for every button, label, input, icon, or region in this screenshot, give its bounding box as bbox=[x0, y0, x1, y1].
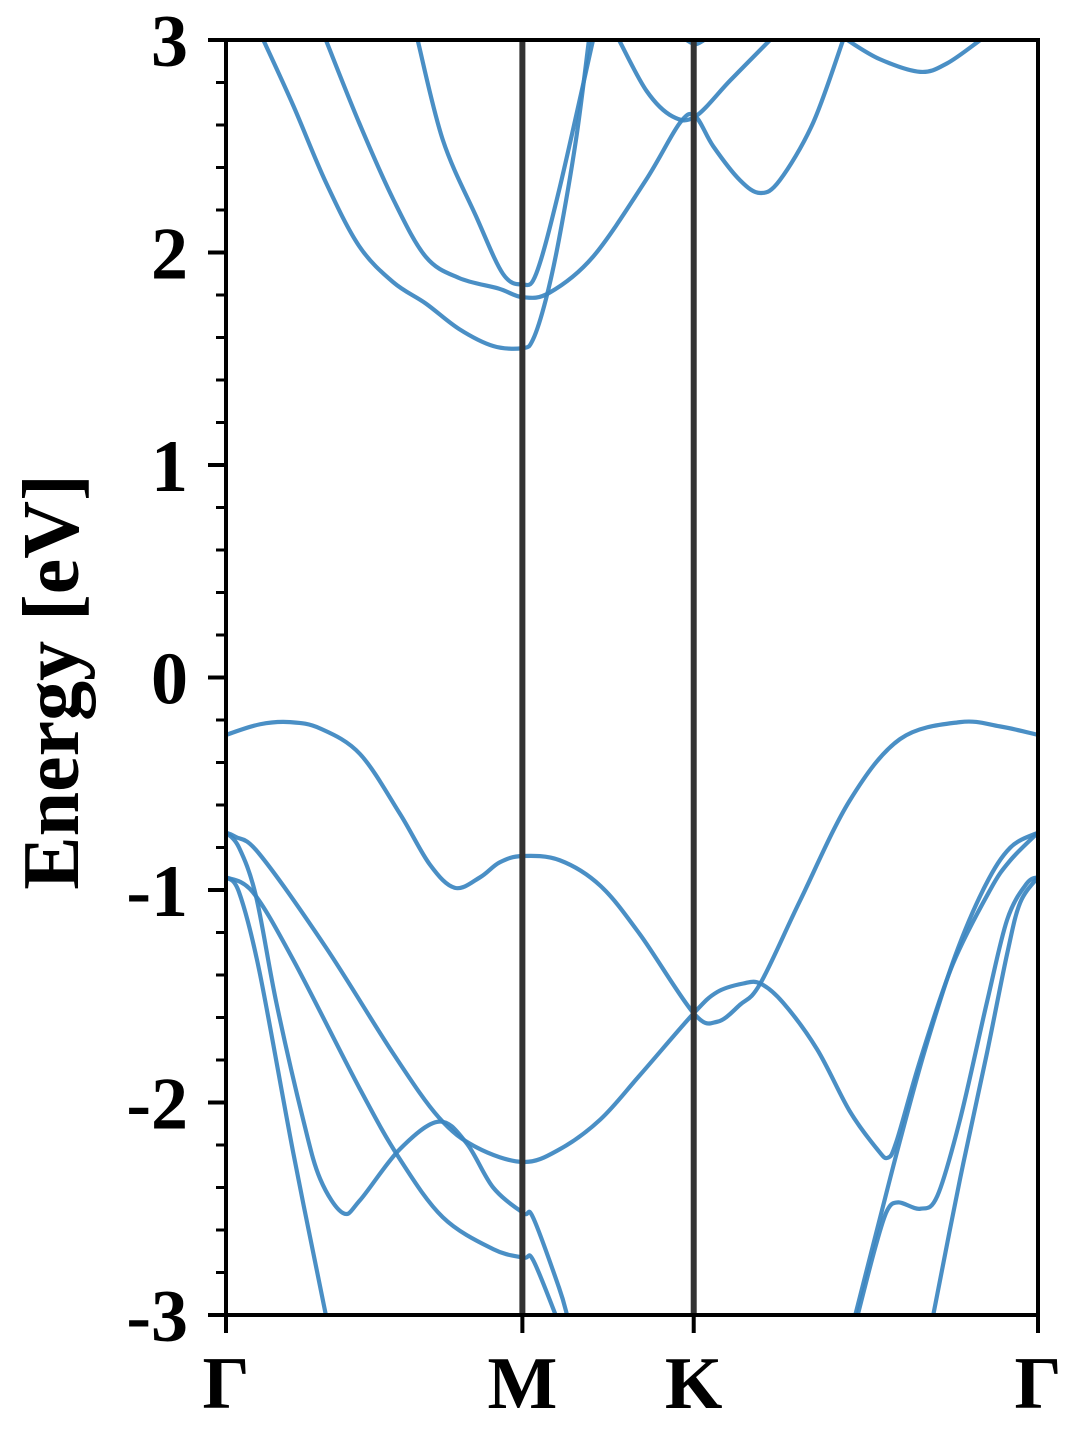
band-line-14 bbox=[846, 40, 982, 75]
band-line-3 bbox=[226, 831, 570, 1315]
band-line-10 bbox=[323, 40, 846, 300]
y-tick-label: 3 bbox=[151, 1, 188, 83]
band-line-4 bbox=[226, 875, 328, 1315]
x-tick-label-Γ: Γ bbox=[1014, 1343, 1061, 1425]
y-tick-label: -1 bbox=[126, 851, 188, 933]
band-line-1 bbox=[226, 719, 1038, 1026]
band-line-9 bbox=[261, 40, 592, 351]
y-tick-label: -2 bbox=[126, 1064, 188, 1146]
plot-frame bbox=[224, 38, 1040, 1317]
band-line-11 bbox=[415, 40, 596, 288]
band-line-8 bbox=[855, 875, 1038, 1315]
x-tick-label-K: K bbox=[665, 1343, 723, 1425]
y-axis: -3 -2 -1 0 1 2 3 bbox=[126, 1, 226, 1358]
y-tick-label: 2 bbox=[151, 214, 188, 296]
band-line-2 bbox=[226, 830, 1038, 1165]
band-line-7 bbox=[931, 875, 1038, 1315]
band-line-12 bbox=[617, 40, 772, 123]
band-line-6 bbox=[853, 830, 1038, 1315]
x-tick-label-M: M bbox=[487, 1343, 557, 1425]
x-tick-label-Γ: Γ bbox=[202, 1343, 249, 1425]
bands-group bbox=[226, 40, 1038, 1315]
y-axis-label: Energy [eV] bbox=[8, 474, 96, 889]
band-line-5 bbox=[226, 875, 558, 1315]
y-tick-label: 0 bbox=[151, 639, 188, 721]
y-tick-label: -3 bbox=[126, 1276, 188, 1358]
y-tick-label: 1 bbox=[151, 426, 188, 508]
symmetry-lines bbox=[519, 40, 697, 1315]
